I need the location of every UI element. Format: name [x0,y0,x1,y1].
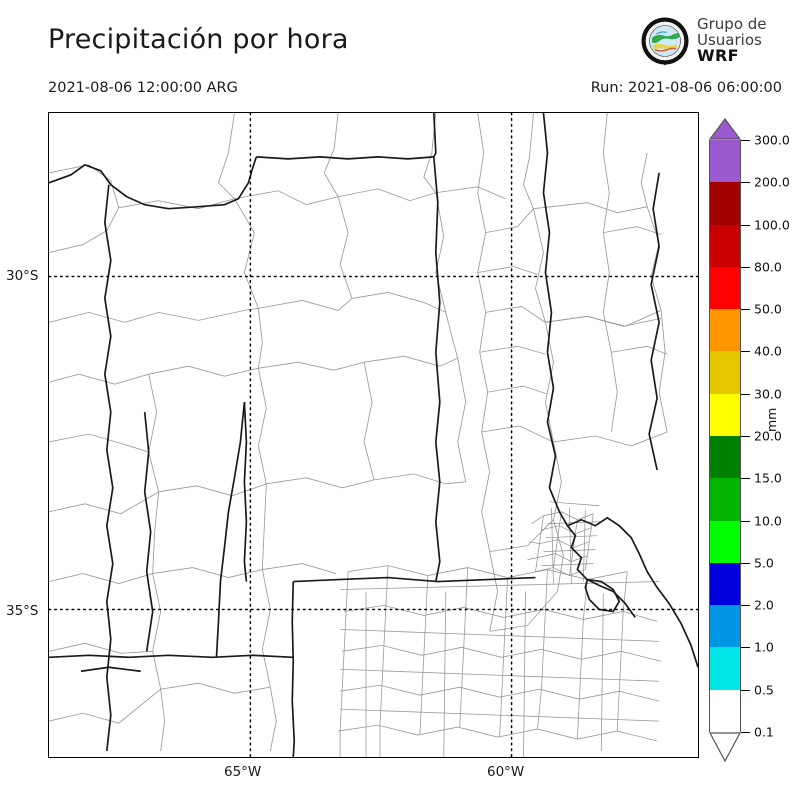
colorbar-band-0.5-1.0 [710,647,740,690]
colorbar-tick-label-300.0: 300.0 [754,132,790,148]
valid-time-label: 2021-08-06 12:00:00 ARG [48,80,238,96]
colorbar-tick-10.0 [741,520,750,522]
colorbar-band-100.0-200.0 [710,182,740,225]
colorbar-tick-label-0.1: 0.1 [754,724,774,740]
colorbar-tick-label-20.0: 20.0 [754,428,782,444]
colorbar-tick-label-40.0: 40.0 [754,343,782,359]
lon-tick-label-60w: 60°W [487,764,525,780]
colorbar-tick-label-15.0: 15.0 [754,470,782,486]
logo-text: Grupo de Usuarios WRF [697,15,767,66]
colorbar-band-30.0-40.0 [710,351,740,394]
colorbar-tick-50.0 [741,309,750,311]
colorbar-tick-label-80.0: 80.0 [754,259,782,275]
colorbar-tick-40.0 [741,351,750,353]
colorbar-tick-label-200.0: 200.0 [754,174,790,190]
graticule [49,113,698,757]
colorbar-under-arrow [709,732,741,762]
colorbar-bands [709,140,741,732]
colorbar-tick-5.0 [741,562,750,564]
department-boundaries [49,113,668,752]
colorbar-tick-0.5 [741,689,750,691]
lon-tick-label-65w: 65°W [224,764,262,780]
colorbar-band-50.0-80.0 [710,266,740,310]
page-title: Precipitación por hora [48,24,349,55]
colorbar-tick-label-5.0: 5.0 [754,555,774,571]
colorbar-tick-20.0 [741,436,750,437]
logo-line-1: Grupo de [697,15,767,34]
colorbar-band-1.0-2.0 [710,605,740,648]
colorbar-tick-1.0 [741,647,750,649]
colorbar-band-200.0-300.0 [710,140,740,183]
colorbar-tick-label-30.0: 30.0 [754,386,782,402]
colorbar-over-arrow [709,118,741,140]
province-boundaries [49,113,698,757]
colorbar-band-2.0-5.0 [710,562,740,606]
lat-tick-label-30s: 30°S [6,268,39,284]
department-boundaries-east [477,113,668,632]
colorbar-tick-300.0 [741,140,750,141]
precipitation-colorbar: 0.1 0.5 1.0 2.0 5.0 10.0 15.0 20.0 30.0 40.0 50.0 8… [709,118,790,762]
colorbar-tick-15.0 [741,478,750,480]
colorbar-ticks: 0.1 0.5 1.0 2.0 5.0 10.0 15.0 20.0 30.0 40.0 50.0 8… [741,118,800,762]
colorbar-band-15.0-20.0 [710,435,740,479]
map-panel[interactable] [48,112,699,758]
colorbar-tick-100.0 [741,224,750,226]
colorbar-tick-80.0 [741,266,750,268]
colorbar-tick-label-50.0: 50.0 [754,301,782,317]
wrf-user-group-logo: Grupo de Usuarios WRF [640,14,767,68]
colorbar-band-40.0-50.0 [710,309,740,352]
map-geography [49,113,698,757]
buenos-aires-partidos [338,565,662,757]
colorbar-tick-30.0 [741,393,750,395]
gran-buenos-aires-partidos [527,501,600,584]
colorbar-band-0.1-0.5 [710,689,740,732]
colorbar-tick-label-2.0: 2.0 [754,597,774,613]
colorbar-tick-label-100.0: 100.0 [754,217,790,233]
colorbar-unit-label: mm [764,407,779,432]
colorbar-band-80.0-100.0 [710,224,740,267]
colorbar-tick-label-0.5: 0.5 [754,682,774,698]
colorbar-band-10.0-15.0 [710,478,740,521]
globe-emblem-icon [641,17,689,66]
lat-tick-label-35s: 35°S [6,603,39,619]
colorbar-band-20.0-30.0 [710,393,740,436]
logo-line-3: WRF [697,46,739,66]
colorbar-tick-label-10.0: 10.0 [754,513,782,529]
colorbar-tick-0.1 [741,732,750,733]
colorbar-band-5.0-10.0 [710,520,740,563]
colorbar-tick-label-1.0: 1.0 [754,639,774,655]
logo-line-2: Usuarios [697,30,762,49]
colorbar-tick-2.0 [741,605,750,607]
colorbar-tick-200.0 [741,182,750,184]
run-time-label: Run: 2021-08-06 06:00:00 [590,80,782,96]
